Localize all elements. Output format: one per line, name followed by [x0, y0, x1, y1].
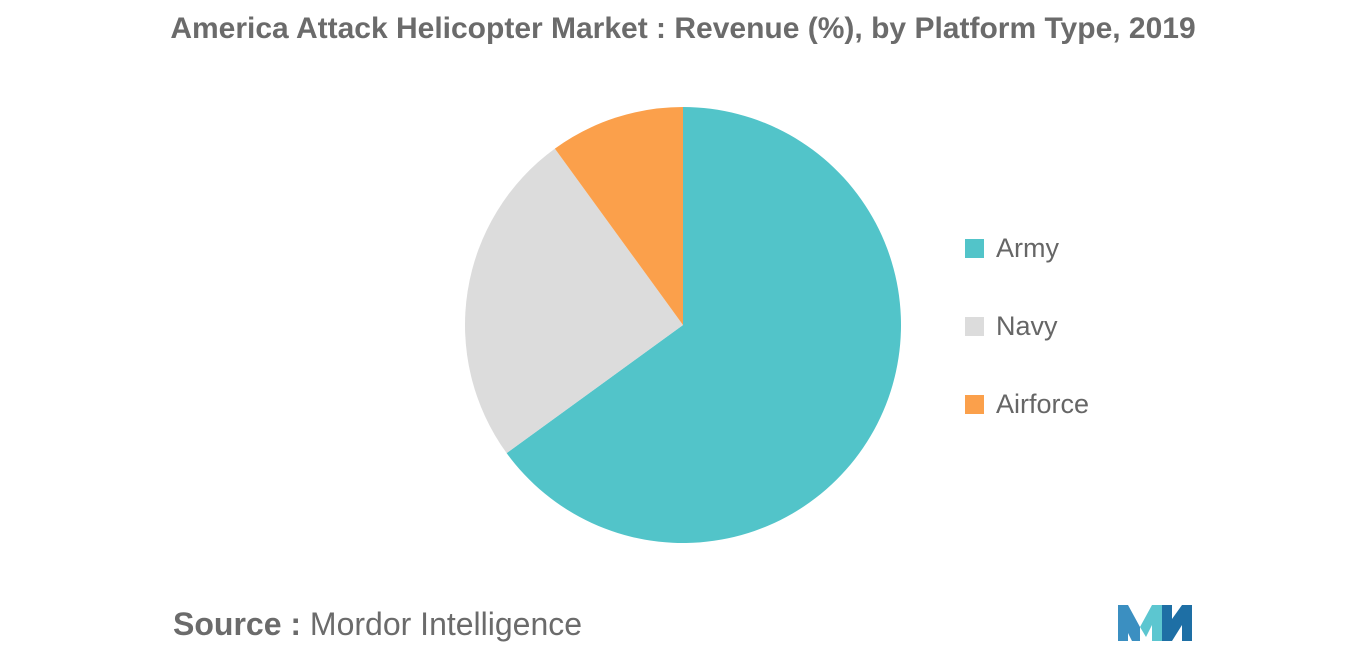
pie-chart [465, 107, 901, 543]
pie-slice-army [506, 107, 901, 543]
pie-slice-airforce [554, 107, 683, 325]
chart-title: America Attack Helicopter Market : Reven… [170, 12, 1196, 45]
pie-slice-navy [465, 148, 683, 454]
source-label: Source : [173, 606, 302, 642]
legend-label-army: Army [996, 232, 1059, 263]
source-note: Source : Mordor Intelligence [173, 606, 582, 643]
legend-swatch-navy [965, 316, 984, 336]
legend-label-navy: Navy [996, 310, 1058, 341]
legend-swatch-army [965, 238, 984, 258]
legend-item-army: Army [965, 228, 1089, 268]
legend-label-airforce: Airforce [996, 388, 1090, 419]
legend-swatch-airforce [965, 394, 984, 414]
legend: Army Navy Airforce [965, 228, 1089, 462]
mordor-intelligence-logo-icon [1118, 605, 1192, 641]
legend-item-navy: Navy [965, 306, 1089, 346]
legend-item-airforce: Airforce [965, 384, 1089, 424]
source-text: Mordor Intelligence [309, 606, 583, 642]
